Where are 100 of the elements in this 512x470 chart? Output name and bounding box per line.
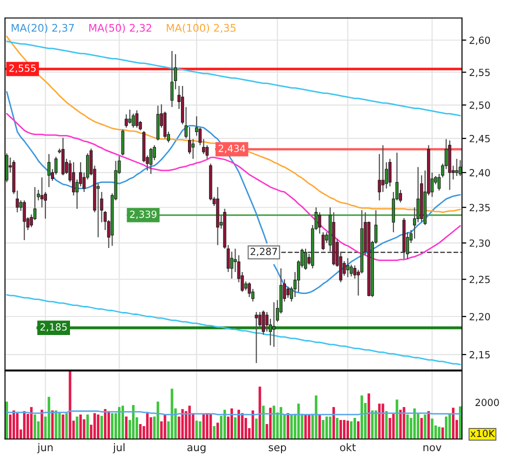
ref-line-label: 2,185 — [40, 323, 67, 332]
x-tick-label: sep — [268, 445, 286, 454]
bar — [132, 405, 135, 439]
ref-line-label: 2,434 — [218, 144, 246, 154]
candlestick — [230, 251, 234, 280]
x-tick-label: jun — [37, 443, 53, 454]
bar — [354, 418, 356, 439]
bar — [209, 414, 212, 439]
bar — [452, 408, 454, 439]
bar — [198, 421, 202, 439]
bar — [96, 414, 100, 439]
candlestick — [170, 50, 174, 108]
bar — [150, 417, 152, 439]
candlestick — [318, 212, 322, 234]
bar — [40, 410, 44, 439]
ref-line-label: 2,287 — [250, 248, 277, 256]
bar — [104, 409, 106, 439]
bar — [34, 414, 36, 439]
candlestick — [128, 109, 132, 124]
bar — [332, 407, 335, 439]
bar — [388, 418, 392, 439]
bar — [382, 404, 384, 439]
bar — [399, 410, 402, 439]
y-tick-label: 2,25 — [470, 276, 490, 284]
y-tick-label: 2,15 — [470, 351, 490, 360]
bar — [139, 424, 142, 439]
bar — [286, 413, 290, 439]
bar — [357, 421, 360, 439]
bar — [107, 411, 110, 439]
bar — [206, 413, 208, 439]
candlestick — [121, 129, 124, 156]
bar — [195, 420, 198, 439]
bar — [262, 406, 265, 439]
bar — [202, 414, 205, 439]
bar — [308, 414, 310, 439]
text: 2000 — [476, 398, 499, 406]
bar — [62, 414, 64, 439]
ref-line-label: 2,555 — [9, 64, 36, 73]
bar — [336, 418, 338, 439]
candlestick — [132, 113, 135, 128]
bar — [304, 414, 307, 439]
candlestick — [248, 282, 251, 298]
y-tick-label: 2,40 — [470, 169, 490, 178]
candlestick — [40, 176, 44, 208]
bar — [371, 410, 374, 439]
bar — [272, 406, 276, 439]
bar — [374, 410, 378, 439]
bar — [378, 404, 381, 439]
bar — [318, 414, 321, 439]
bar — [170, 388, 174, 439]
bar — [51, 410, 54, 439]
bar — [444, 416, 448, 439]
candlestick — [342, 260, 346, 276]
text: x10K — [470, 430, 495, 438]
line-series — [6, 112, 461, 262]
bar — [325, 416, 328, 439]
bar — [181, 409, 184, 439]
line-series — [6, 294, 461, 366]
bar — [339, 420, 342, 439]
bar — [212, 426, 216, 439]
candlestick — [388, 158, 392, 187]
candlestick — [455, 158, 458, 177]
bar — [328, 416, 332, 439]
bar — [396, 400, 398, 439]
bar — [79, 414, 82, 439]
bar — [420, 418, 423, 439]
line-series — [6, 40, 461, 116]
bar — [258, 386, 262, 439]
bar — [385, 411, 388, 439]
bar — [255, 418, 258, 439]
y-tick-label: 2,55 — [470, 68, 490, 78]
bar — [188, 406, 191, 439]
candlestick — [47, 153, 50, 188]
candlestick — [262, 310, 265, 336]
y-tick-label: 2,35 — [470, 204, 490, 212]
bar — [290, 414, 293, 439]
bar — [441, 427, 444, 439]
y-tick-label: 2,60 — [470, 36, 490, 45]
bar — [23, 411, 26, 439]
bar — [125, 416, 128, 439]
bar — [430, 418, 434, 439]
candlestick — [149, 147, 152, 174]
bar — [122, 406, 124, 439]
candlestick — [124, 114, 128, 128]
candlestick — [254, 311, 258, 364]
bar — [54, 410, 58, 439]
candlestick — [346, 258, 350, 278]
bar — [118, 407, 121, 439]
bar — [100, 416, 103, 439]
bar — [424, 414, 426, 439]
candlestick — [272, 302, 276, 348]
bar — [360, 395, 364, 439]
candlestick — [188, 126, 192, 155]
bar — [9, 414, 12, 439]
bar — [110, 413, 114, 439]
text: MA(100) 2,35 — [166, 24, 236, 34]
bar — [68, 371, 72, 439]
bar — [438, 426, 440, 439]
bar — [234, 417, 237, 439]
y-tick-label: 2,45 — [470, 134, 490, 144]
